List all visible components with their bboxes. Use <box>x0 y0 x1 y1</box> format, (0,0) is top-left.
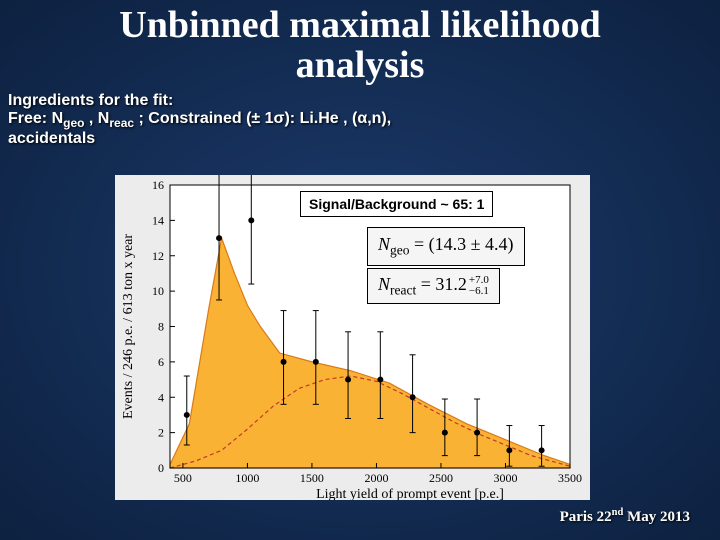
ing-l2-sub2: reac <box>109 116 134 130</box>
chart-container: 500 1000 1500 2000 2500 3000 3500 2 4 6 8 10 12 14 16 0… <box>115 175 590 500</box>
svg-text:1500: 1500 <box>300 471 324 485</box>
svg-text:12: 12 <box>152 249 164 263</box>
ingredients-line3: accidentals <box>8 130 391 148</box>
svg-text:16: 16 <box>152 178 164 192</box>
ing-l2-prefix: Free: N <box>8 110 63 127</box>
ingredients-line2: Free: Ngeo , Nreac ; Constrained (± 1σ):… <box>8 110 391 130</box>
legend-signal-bg: Signal/Background ~ 65: 1 <box>300 191 493 217</box>
footer-post: May 2013 <box>623 509 690 525</box>
ing-l2-sub1: geo <box>63 116 84 130</box>
footer-pre: Paris 22 <box>560 509 612 525</box>
formula-ngeo: Ngeo = (14.3 ± 4.4) <box>367 227 525 266</box>
svg-text:0: 0 <box>158 461 164 475</box>
svg-text:1000: 1000 <box>235 471 259 485</box>
svg-text:8: 8 <box>158 320 164 334</box>
legend-text: Signal/Background ~ 65: 1 <box>309 196 484 212</box>
svg-text:Events / 246 p.e. / 613 ton x: Events / 246 p.e. / 613 ton x year <box>121 234 136 419</box>
svg-text:2000: 2000 <box>364 471 388 485</box>
svg-text:Light yield of prompt event [p: Light yield of prompt event [p.e.] <box>316 487 504 500</box>
nreact-elo: −6.1 <box>469 286 489 297</box>
ingredients-line1: Ingredients for the fit: <box>8 92 391 110</box>
chart-svg: 500 1000 1500 2000 2500 3000 3500 2 4 6 8 10 12 14 16 0… <box>115 175 590 500</box>
svg-text:2500: 2500 <box>429 471 453 485</box>
footer-sup: nd <box>612 507 624 518</box>
slide-title: Unbinned maximal likelihood analysis <box>0 0 720 86</box>
svg-text:500: 500 <box>174 471 192 485</box>
formula-nreact: Nreact = 31.2 +7.0 −6.1 <box>367 268 500 304</box>
svg-text:2: 2 <box>158 426 164 440</box>
title-line1: Unbinned maximal likelihood <box>119 4 600 46</box>
svg-text:3000: 3000 <box>493 471 517 485</box>
slide-root: Unbinned maximal likelihood analysis Ing… <box>0 0 720 540</box>
svg-text:6: 6 <box>158 355 164 369</box>
footer-date: Paris 22nd May 2013 <box>560 507 690 526</box>
title-line2: analysis <box>296 44 425 86</box>
ing-l2-mid: , N <box>84 110 109 127</box>
ingredients-block: Ingredients for the fit: Free: Ngeo , Nr… <box>8 92 391 148</box>
svg-text:10: 10 <box>152 284 164 298</box>
svg-text:3500: 3500 <box>558 471 582 485</box>
svg-text:4: 4 <box>158 390 164 404</box>
ing-l2-rest: ; Constrained (± 1σ): Li.He , (α,n), <box>134 110 391 127</box>
svg-text:14: 14 <box>152 213 164 227</box>
